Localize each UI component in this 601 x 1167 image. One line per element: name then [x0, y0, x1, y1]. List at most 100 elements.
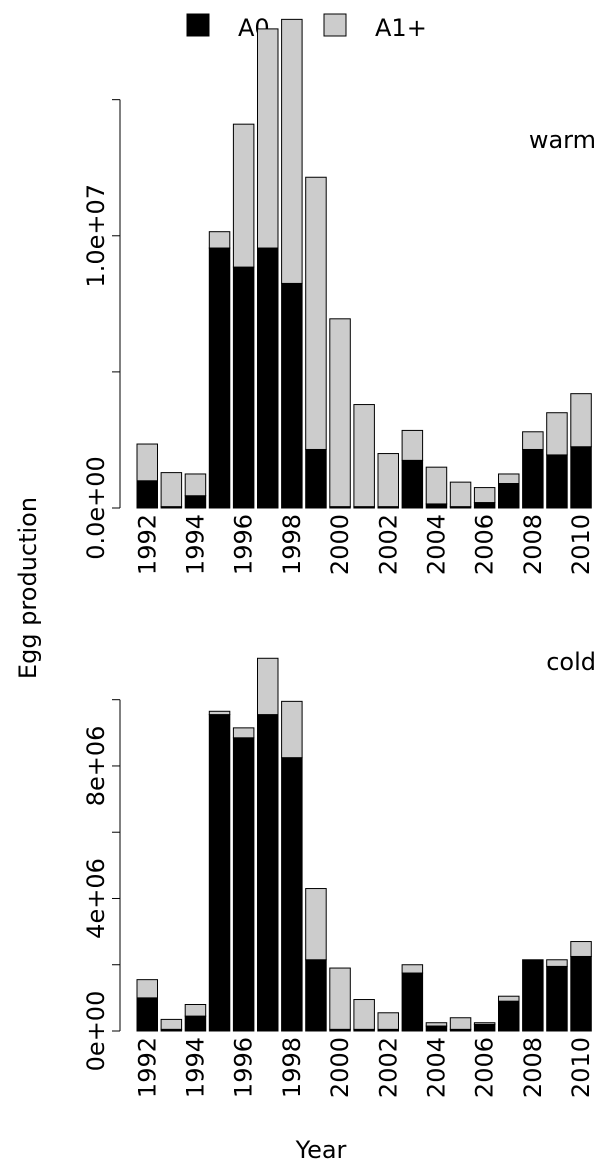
legend: A0 A1+ — [186, 13, 427, 42]
bar-2004-a1 — [425, 1022, 448, 1027]
bar-2003-a0 — [401, 972, 424, 1032]
y-tick-label: 0.0e+00 — [82, 456, 110, 560]
bar-1998-a0 — [281, 282, 303, 509]
legend-label-a1plus: A1+ — [375, 14, 427, 42]
bar-1995-a0 — [208, 714, 231, 1032]
bar-2002-a1 — [377, 1012, 399, 1030]
x-tick-label-1996: 1996 — [230, 1037, 258, 1098]
bar-2003-a0 — [401, 459, 424, 509]
x-tick-label-2004: 2004 — [422, 1037, 450, 1098]
x-tick-label-2006: 2006 — [471, 514, 499, 575]
bar-2010-a1 — [570, 393, 592, 448]
bar-1999-a0 — [305, 959, 327, 1032]
bar-2009-a1 — [546, 412, 568, 456]
bar-2009-a0 — [546, 965, 568, 1032]
bar-1997-a0 — [257, 247, 279, 509]
bar-1997-a1 — [257, 657, 279, 716]
bar-2002-a1 — [377, 453, 399, 508]
bar-1995-a1 — [208, 710, 231, 716]
bar-2007-a1 — [498, 473, 520, 485]
bar-1993-a1 — [160, 472, 183, 508]
bar-2007-a0 — [498, 1000, 520, 1032]
legend-swatch-a0 — [186, 13, 210, 37]
y-tick-label: 8e+06 — [82, 726, 110, 807]
bar-2004-a1 — [425, 466, 448, 505]
x-tick-label-2002: 2002 — [374, 1037, 402, 1098]
bar-2010-a0 — [570, 955, 592, 1032]
x-axis-cold: 1992 1994 1996 1998 2000 2002 2004 2006 2008 2010 — [133, 1037, 595, 1098]
x-tick-label-1998: 1998 — [278, 1037, 306, 1098]
bar-1998-a1 — [281, 18, 303, 284]
bar-2004-a0 — [425, 503, 448, 509]
x-tick-label-2008: 2008 — [519, 1037, 547, 1098]
bar-1992-a0 — [136, 480, 158, 509]
bar-2009-a0 — [546, 454, 568, 509]
x-tick-label-2000: 2000 — [326, 514, 354, 575]
bar-1996-a0 — [232, 737, 255, 1032]
bar-1992-a1 — [136, 979, 158, 999]
bar-2000-a1 — [329, 967, 351, 1030]
bar-2004-a0 — [425, 1025, 448, 1032]
bar-2006-a1 — [473, 1022, 496, 1025]
bar-1992-a0 — [136, 997, 158, 1032]
x-tick-label-1992: 1992 — [133, 1037, 161, 1098]
bar-1999-a1 — [305, 888, 327, 961]
bar-2003-a1 — [401, 429, 424, 461]
x-tick-label-2006: 2006 — [471, 1037, 499, 1098]
bar-1994-a0 — [184, 495, 207, 509]
x-tick-label-1998: 1998 — [278, 514, 306, 575]
bar-1996-a1 — [232, 123, 255, 268]
bar-2001-a1 — [353, 404, 375, 508]
y-axis-title: Egg production — [14, 497, 42, 679]
panel-warm: warm 0.0e+00 1.0e+07 1992 1994 1996 1998 2000… — [82, 18, 596, 575]
panel-label-warm: warm — [529, 126, 596, 154]
bar-2006-a0 — [473, 502, 496, 509]
bar-1999-a0 — [305, 448, 327, 509]
bar-2005-a1 — [449, 1017, 472, 1030]
bars-cold — [136, 657, 592, 1032]
bar-1996-a1 — [232, 727, 255, 739]
bar-2000-a1 — [329, 318, 351, 508]
x-tick-label-2002: 2002 — [374, 514, 402, 575]
x-tick-label-1992: 1992 — [133, 514, 161, 575]
bar-1994-a1 — [184, 1004, 207, 1017]
bar-1994-a0 — [184, 1015, 207, 1032]
bar-1995-a1 — [208, 231, 231, 249]
x-tick-label-2008: 2008 — [519, 514, 547, 575]
panel-label-cold: cold — [546, 648, 596, 676]
bar-2005-a1 — [449, 481, 472, 508]
y-tick-label: 1.0e+07 — [82, 184, 110, 288]
y-tick-label: 4e+06 — [82, 858, 110, 939]
y-axis-warm: 0.0e+00 1.0e+07 — [82, 99, 121, 560]
x-tick-label-2004: 2004 — [422, 514, 450, 575]
bar-1998-a0 — [281, 757, 303, 1032]
bar-2006-a0 — [473, 1023, 496, 1032]
bar-1996-a0 — [232, 266, 255, 509]
y-axis-cold: 0e+00 4e+06 8e+06 — [82, 699, 121, 1072]
bar-2003-a1 — [401, 964, 424, 974]
x-tick-label-2010: 2010 — [567, 1037, 595, 1098]
bar-1997-a1 — [257, 28, 279, 249]
x-tick-label-1994: 1994 — [181, 514, 209, 575]
x-tick-label-1994: 1994 — [181, 1037, 209, 1098]
bar-2008-a1 — [522, 431, 544, 450]
bar-2010-a0 — [570, 446, 592, 509]
bar-2006-a1 — [473, 487, 496, 504]
bar-1998-a1 — [281, 700, 303, 759]
bar-1993-a1 — [160, 1018, 183, 1030]
y-tick-label: 0e+00 — [82, 991, 110, 1072]
x-tick-label-2010: 2010 — [567, 514, 595, 575]
bar-1997-a0 — [257, 714, 279, 1032]
bar-2008-a0 — [522, 959, 544, 1032]
bar-2009-a1 — [546, 959, 568, 967]
bar-2010-a1 — [570, 941, 592, 957]
bar-2007-a1 — [498, 995, 520, 1002]
x-tick-label-2000: 2000 — [326, 1037, 354, 1098]
bars-warm — [136, 18, 592, 509]
bar-1994-a1 — [184, 473, 207, 497]
legend-swatch-a1plus — [323, 13, 347, 37]
x-tick-label-1996: 1996 — [230, 514, 258, 575]
bar-2007-a0 — [498, 483, 520, 509]
x-axis-warm: 1992 1994 1996 1998 2000 2002 2004 2006 2008 2010 — [133, 514, 595, 575]
